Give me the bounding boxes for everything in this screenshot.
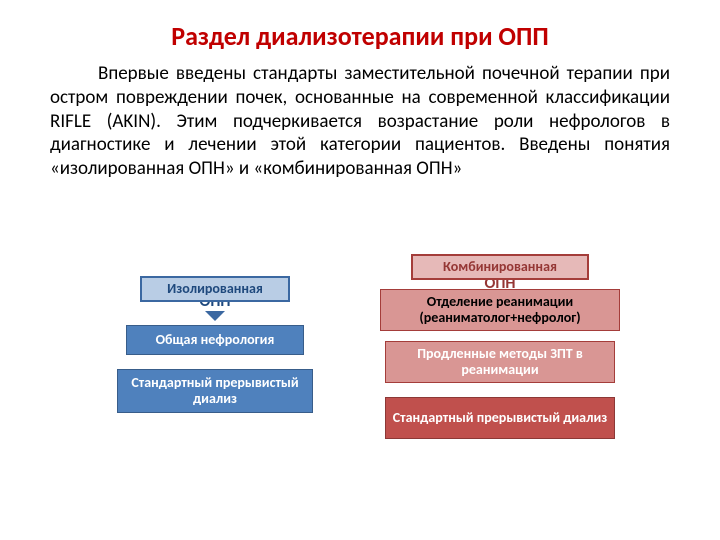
right-header-box: Комбинированная — [411, 254, 589, 280]
diagram: Изолированная ОПН Общая нефрологияСтанда… — [0, 268, 720, 528]
flow-node: Стандартный прерывистый диализ — [385, 397, 615, 439]
right-nodes: Отделение реанимации (реаниматолог+нефро… — [380, 289, 620, 439]
right-column: Комбинированная ОПН Отделение реанимации… — [370, 254, 630, 439]
flow-node: Стандартный прерывистый диализ — [117, 369, 313, 413]
flow-node: Общая нефрология — [126, 325, 304, 355]
left-header-box: Изолированная — [140, 276, 290, 302]
flow-node: Продленные методы ЗПТ в реанимации — [385, 341, 615, 383]
flow-node: Отделение реанимации (реаниматолог+нефро… — [380, 289, 620, 331]
slide-title: Раздел диализотерапии при ОПП — [50, 20, 670, 52]
slide-body-text: Впервые введены стандарты заместительной… — [50, 62, 670, 181]
left-nodes: Общая нефрология Стандартный прерывистый … — [117, 325, 313, 413]
slide: Раздел диализотерапии при ОПП Впервые вв… — [0, 0, 720, 540]
left-column: Изолированная ОПН Общая нефрологияСтанда… — [110, 276, 320, 413]
left-arrow-icon — [205, 311, 225, 321]
